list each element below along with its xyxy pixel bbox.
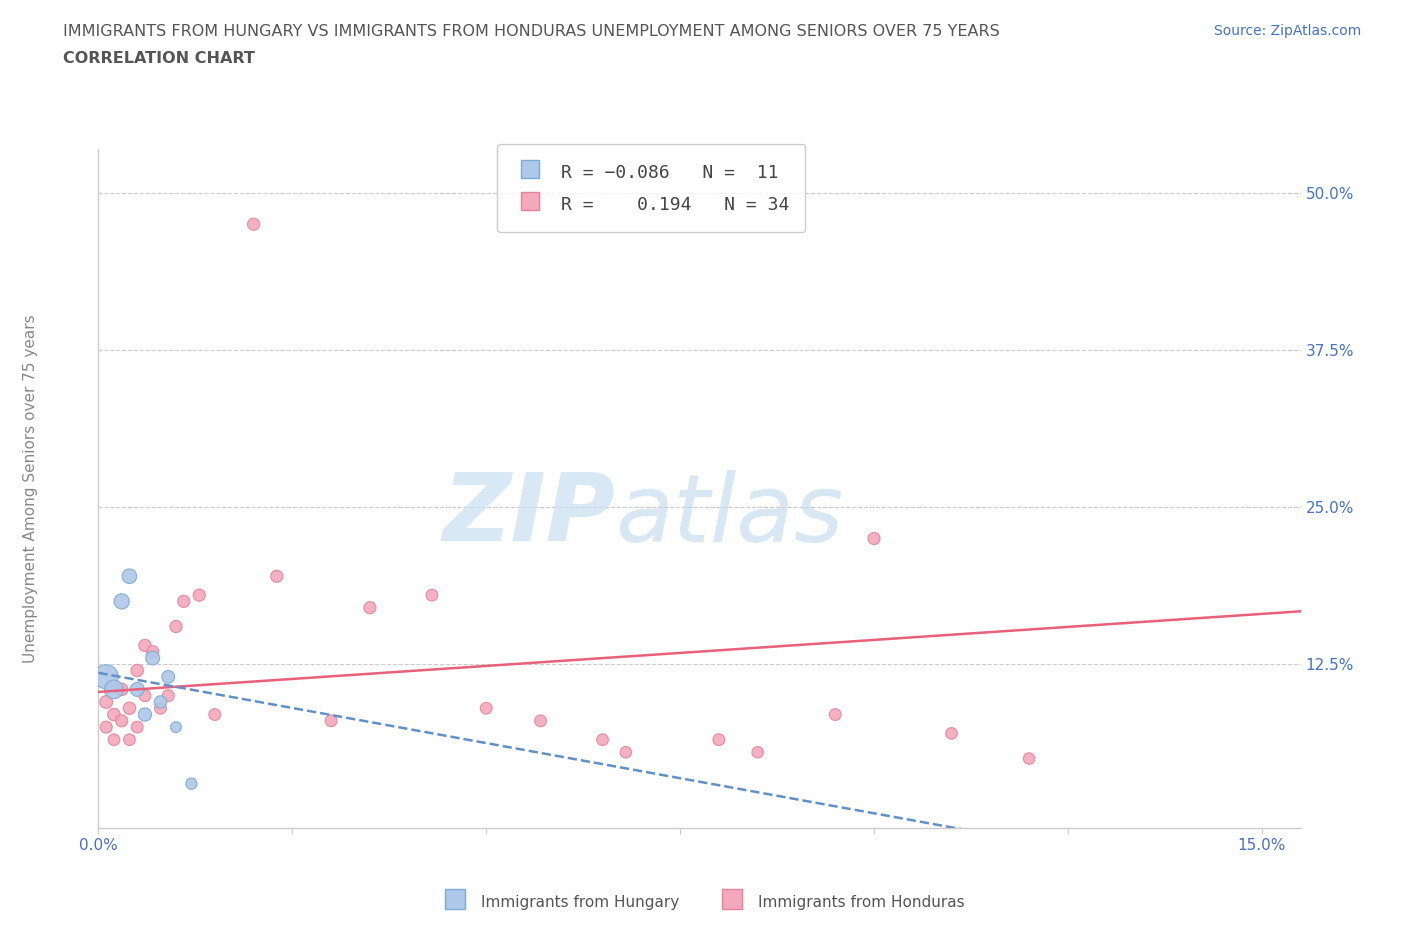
Point: [863, 531, 886, 546]
Point: [127, 682, 149, 697]
Point: [134, 638, 156, 653]
Point: [242, 217, 264, 232]
Point: [707, 732, 730, 747]
Point: [319, 713, 342, 728]
Point: [96, 670, 118, 684]
Point: [941, 726, 963, 741]
Point: [134, 688, 156, 703]
Point: [1018, 751, 1040, 766]
Point: [103, 682, 125, 697]
Point: [180, 777, 202, 791]
Point: [142, 651, 165, 666]
Point: [475, 701, 498, 716]
Point: [96, 695, 118, 710]
Point: [111, 713, 134, 728]
Legend: Immigrants from Hungary, Immigrants from Honduras: Immigrants from Hungary, Immigrants from…: [436, 886, 970, 918]
Legend: R = −0.086   N =  11, R =    0.194   N = 34: R = −0.086 N = 11, R = 0.194 N = 34: [498, 144, 806, 232]
Point: [173, 594, 195, 609]
Point: [127, 663, 149, 678]
Point: [747, 745, 769, 760]
Point: [127, 720, 149, 735]
Point: [529, 713, 551, 728]
Point: [103, 732, 125, 747]
Text: Source: ZipAtlas.com: Source: ZipAtlas.com: [1213, 24, 1361, 38]
Text: CORRELATION CHART: CORRELATION CHART: [63, 51, 254, 66]
Text: Unemployment Among Seniors over 75 years: Unemployment Among Seniors over 75 years: [24, 314, 38, 662]
Point: [118, 569, 141, 584]
Point: [420, 588, 443, 603]
Point: [266, 569, 288, 584]
Point: [165, 720, 187, 735]
Point: [188, 588, 211, 603]
Point: [165, 619, 187, 634]
Point: [157, 688, 180, 703]
Point: [157, 670, 180, 684]
Point: [614, 745, 637, 760]
Point: [96, 720, 118, 735]
Point: [134, 707, 156, 722]
Point: [149, 701, 172, 716]
Point: [111, 682, 134, 697]
Point: [111, 594, 134, 609]
Text: ZIP: ZIP: [443, 470, 616, 562]
Point: [824, 707, 846, 722]
Point: [118, 701, 141, 716]
Point: [118, 732, 141, 747]
Point: [359, 600, 381, 615]
Point: [149, 695, 172, 710]
Point: [142, 644, 165, 659]
Point: [103, 707, 125, 722]
Text: atlas: atlas: [616, 470, 844, 561]
Point: [592, 732, 614, 747]
Text: IMMIGRANTS FROM HUNGARY VS IMMIGRANTS FROM HONDURAS UNEMPLOYMENT AMONG SENIORS O: IMMIGRANTS FROM HUNGARY VS IMMIGRANTS FR…: [63, 24, 1000, 39]
Point: [204, 707, 226, 722]
